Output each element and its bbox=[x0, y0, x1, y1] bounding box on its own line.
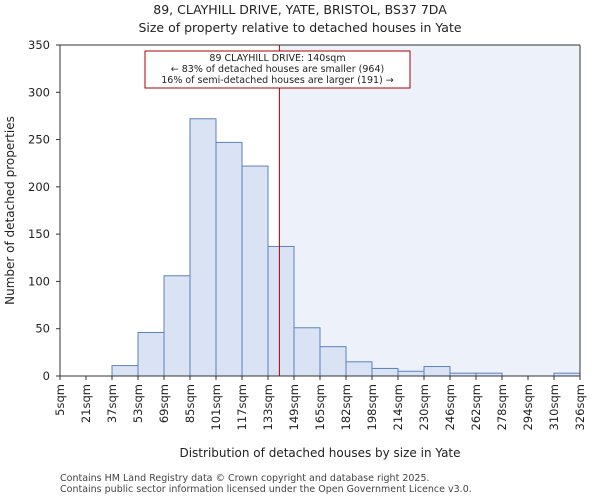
x-tick-label: 53sqm bbox=[131, 384, 145, 423]
annotation-box: 89 CLAYHILL DRIVE: 140sqm ← 83% of detac… bbox=[144, 50, 411, 89]
y-tick-label: 100 bbox=[28, 274, 50, 288]
y-tick-label: 150 bbox=[28, 227, 50, 241]
x-tick-label: 5sqm bbox=[53, 384, 67, 416]
bar-182sqm bbox=[345, 361, 373, 377]
x-tick-label: 310sqm bbox=[547, 384, 561, 430]
footer-line-1: Contains HM Land Registry data © Crown c… bbox=[60, 473, 430, 484]
x-tick-label: 21sqm bbox=[79, 384, 93, 423]
y-axis-label: Number of detached properties bbox=[3, 116, 17, 305]
x-tick-label: 246sqm bbox=[443, 384, 457, 430]
x-tick-label: 278sqm bbox=[495, 384, 509, 430]
bar-117sqm bbox=[241, 165, 269, 377]
bar-85sqm bbox=[189, 118, 217, 377]
x-tick-label: 182sqm bbox=[339, 384, 353, 430]
bar-214sqm bbox=[397, 370, 425, 377]
x-tick-label: 69sqm bbox=[157, 384, 171, 423]
y-tick-label: 200 bbox=[28, 180, 50, 194]
x-tick-label: 262sqm bbox=[469, 384, 483, 430]
x-tick-label: 214sqm bbox=[391, 384, 405, 430]
x-tick-label: 85sqm bbox=[183, 384, 197, 423]
y-ticks: 0 50 100 150 200 250 300 350 bbox=[28, 38, 60, 383]
bar-53sqm bbox=[137, 331, 165, 377]
x-tick-label: 165sqm bbox=[313, 384, 327, 430]
bar-69sqm bbox=[163, 275, 191, 377]
bar-230sqm bbox=[423, 366, 451, 377]
annotation-line-3: 16% of semi-detached houses are larger (… bbox=[161, 75, 394, 86]
x-tick-label: 133sqm bbox=[261, 384, 275, 430]
y-tick-label: 50 bbox=[35, 322, 50, 336]
highlight-region bbox=[279, 45, 580, 376]
bar-198sqm bbox=[371, 367, 399, 377]
annotation-border bbox=[144, 50, 411, 89]
bar-165sqm bbox=[319, 346, 347, 377]
x-tick-label: 198sqm bbox=[365, 384, 379, 430]
bar-101sqm bbox=[215, 141, 243, 377]
footer-line-2: Contains public sector information licen… bbox=[60, 484, 472, 495]
bar-37sqm bbox=[111, 365, 139, 377]
x-tick-label: 294sqm bbox=[521, 384, 535, 430]
x-tick-label: 149sqm bbox=[287, 384, 301, 430]
annotation-line-2: ← 83% of detached houses are smaller (96… bbox=[171, 64, 384, 75]
y-tick-label: 350 bbox=[28, 38, 50, 52]
x-tick-label: 37sqm bbox=[105, 384, 119, 423]
annotation-line-1: 89 CLAYHILL DRIVE: 140sqm bbox=[209, 53, 345, 64]
y-tick-label: 0 bbox=[43, 369, 50, 383]
y-tick-label: 300 bbox=[28, 85, 50, 99]
x-tick-label: 230sqm bbox=[417, 384, 431, 430]
bar-149sqm bbox=[293, 327, 321, 377]
x-axis-label: Distribution of detached houses by size … bbox=[179, 446, 460, 460]
x-tick-label: 101sqm bbox=[209, 384, 223, 430]
x-tick-label: 326sqm bbox=[573, 384, 587, 430]
bar-133sqm bbox=[267, 245, 295, 377]
x-tick-label: 117sqm bbox=[235, 384, 249, 430]
bars bbox=[111, 118, 581, 377]
chart-subtitle: Size of property relative to detached ho… bbox=[138, 20, 461, 35]
chart-title: 89, CLAYHILL DRIVE, YATE, BRISTOL, BS37 … bbox=[153, 2, 447, 17]
y-tick-label: 250 bbox=[28, 133, 50, 147]
x-ticks: 5sqm 21sqm 37sqm 53sqm 69sqm 85sqm 101sqm 117sq… bbox=[53, 376, 587, 430]
